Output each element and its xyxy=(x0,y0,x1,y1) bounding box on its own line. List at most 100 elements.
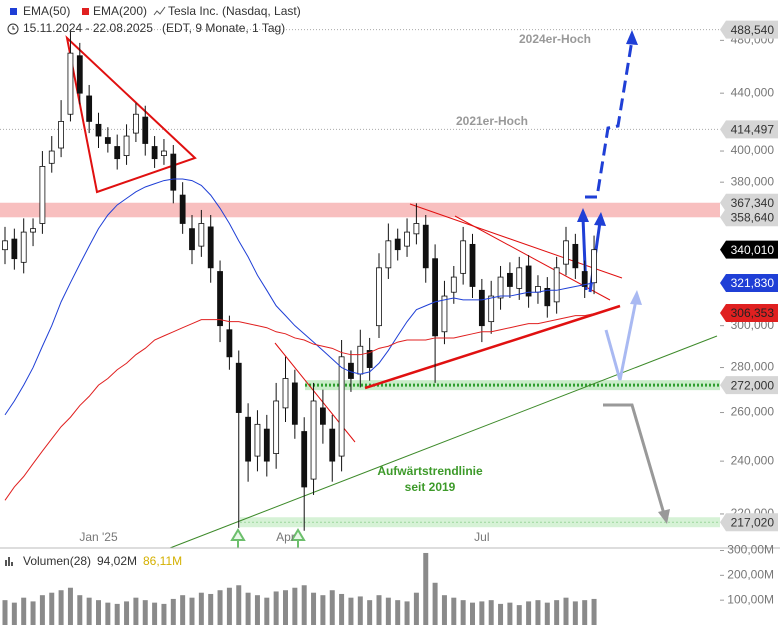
volume-bar xyxy=(572,601,578,625)
volume-bar xyxy=(58,590,64,625)
volume-bar xyxy=(133,597,139,625)
x-tick-label: Apr xyxy=(276,530,295,544)
volume-name: Volumen(28) xyxy=(23,554,91,568)
scenario-arrow xyxy=(603,403,666,515)
volume-bar xyxy=(67,587,73,625)
candle-body xyxy=(329,428,336,462)
candle-body xyxy=(291,382,298,425)
candle-body xyxy=(469,243,476,287)
volume-tick-label: 300,00M xyxy=(727,543,774,557)
ema-line xyxy=(4,313,595,501)
candle-body xyxy=(170,153,177,191)
annotation: 2024er-Hoch xyxy=(519,32,591,46)
candle-body xyxy=(95,123,102,137)
chart-icon xyxy=(153,6,166,16)
candle-body xyxy=(319,407,326,425)
volume-bar xyxy=(245,592,251,625)
candle-body xyxy=(11,238,18,260)
price-badge xyxy=(720,240,778,259)
candle-body xyxy=(525,265,532,297)
volume-bar xyxy=(376,595,382,625)
price-badge xyxy=(720,303,778,322)
volume-bar xyxy=(535,600,541,625)
candle-body xyxy=(48,150,55,164)
candle-body xyxy=(591,249,597,284)
price-badge xyxy=(720,274,778,293)
volume-bar xyxy=(395,600,401,625)
volume-bar xyxy=(479,601,485,625)
y-tick-label: 440,000 xyxy=(731,85,775,99)
candle-body xyxy=(151,146,158,160)
candle-body xyxy=(413,223,420,235)
candle-body xyxy=(310,400,317,480)
level-band xyxy=(305,380,720,391)
candle-body xyxy=(273,400,280,454)
volume-bar xyxy=(208,593,214,625)
scenario-arrow xyxy=(604,299,638,381)
volume-bar xyxy=(311,592,317,625)
candle-body xyxy=(366,350,373,368)
price-badge-label: 217,020 xyxy=(731,515,775,529)
volume-bar xyxy=(2,600,8,625)
volume-bar xyxy=(264,597,270,625)
volume-bar xyxy=(488,600,494,625)
y-tick-label: 240,000 xyxy=(731,453,775,467)
annotation: seit 2019 xyxy=(405,480,456,494)
up-marker xyxy=(290,528,306,548)
up-marker xyxy=(230,528,246,548)
candle-body xyxy=(516,267,523,289)
volume-bar xyxy=(432,582,438,625)
candle-body xyxy=(245,416,252,462)
arrow-head xyxy=(658,509,670,524)
volume-bar xyxy=(498,603,504,625)
price-badge-label: 321,830 xyxy=(731,276,775,290)
candle-body xyxy=(67,52,74,115)
candle-body xyxy=(404,231,410,247)
background-layer xyxy=(0,29,720,528)
y-tick-label: 260,000 xyxy=(731,405,775,419)
y-tick-label: 400,000 xyxy=(731,143,775,157)
volume-bar xyxy=(49,592,55,625)
candle-body xyxy=(450,276,457,293)
legend-entry: EMA(200) xyxy=(93,4,147,18)
price-badge-label: 340,010 xyxy=(731,243,775,257)
volume-bar xyxy=(423,552,429,625)
triangle xyxy=(65,35,197,194)
volume-bar xyxy=(114,603,120,625)
volume-bar xyxy=(161,603,167,625)
volume-bar xyxy=(236,585,242,625)
price-badge xyxy=(720,513,778,532)
price-badge-label: 272,000 xyxy=(731,378,775,392)
volume-bar xyxy=(142,600,148,625)
candle-body xyxy=(39,166,46,224)
candle-body xyxy=(441,295,448,333)
volume-bar xyxy=(544,602,550,625)
volume-bar xyxy=(367,600,373,625)
volume-bar xyxy=(320,595,326,625)
volume-bar xyxy=(96,600,101,625)
volume-bar xyxy=(283,590,288,625)
candle-body xyxy=(254,423,261,457)
volume-bar xyxy=(591,598,597,625)
volume-bar xyxy=(30,601,36,625)
volume-bar xyxy=(189,597,195,625)
candle-body xyxy=(497,276,504,299)
volume-bar xyxy=(86,597,92,625)
price-badge-label: 414,497 xyxy=(731,123,775,137)
volume-icon xyxy=(5,557,13,566)
legend-swatch xyxy=(10,8,17,15)
subtitle: 15.11.2024 - 22.08.2025 xyxy=(23,21,153,35)
uptrend-line xyxy=(169,335,718,549)
data-layer xyxy=(2,29,597,531)
x-tick-label: Jul xyxy=(474,530,489,544)
candle-body xyxy=(422,224,429,269)
volume-bar xyxy=(385,597,391,625)
price-badge xyxy=(720,20,778,39)
candle-body xyxy=(226,329,233,358)
volume-bar xyxy=(460,600,466,625)
clock-icon xyxy=(12,26,15,30)
volume-last: 94,02M xyxy=(97,554,137,568)
volume-bar xyxy=(554,600,560,625)
support-line xyxy=(364,304,621,390)
